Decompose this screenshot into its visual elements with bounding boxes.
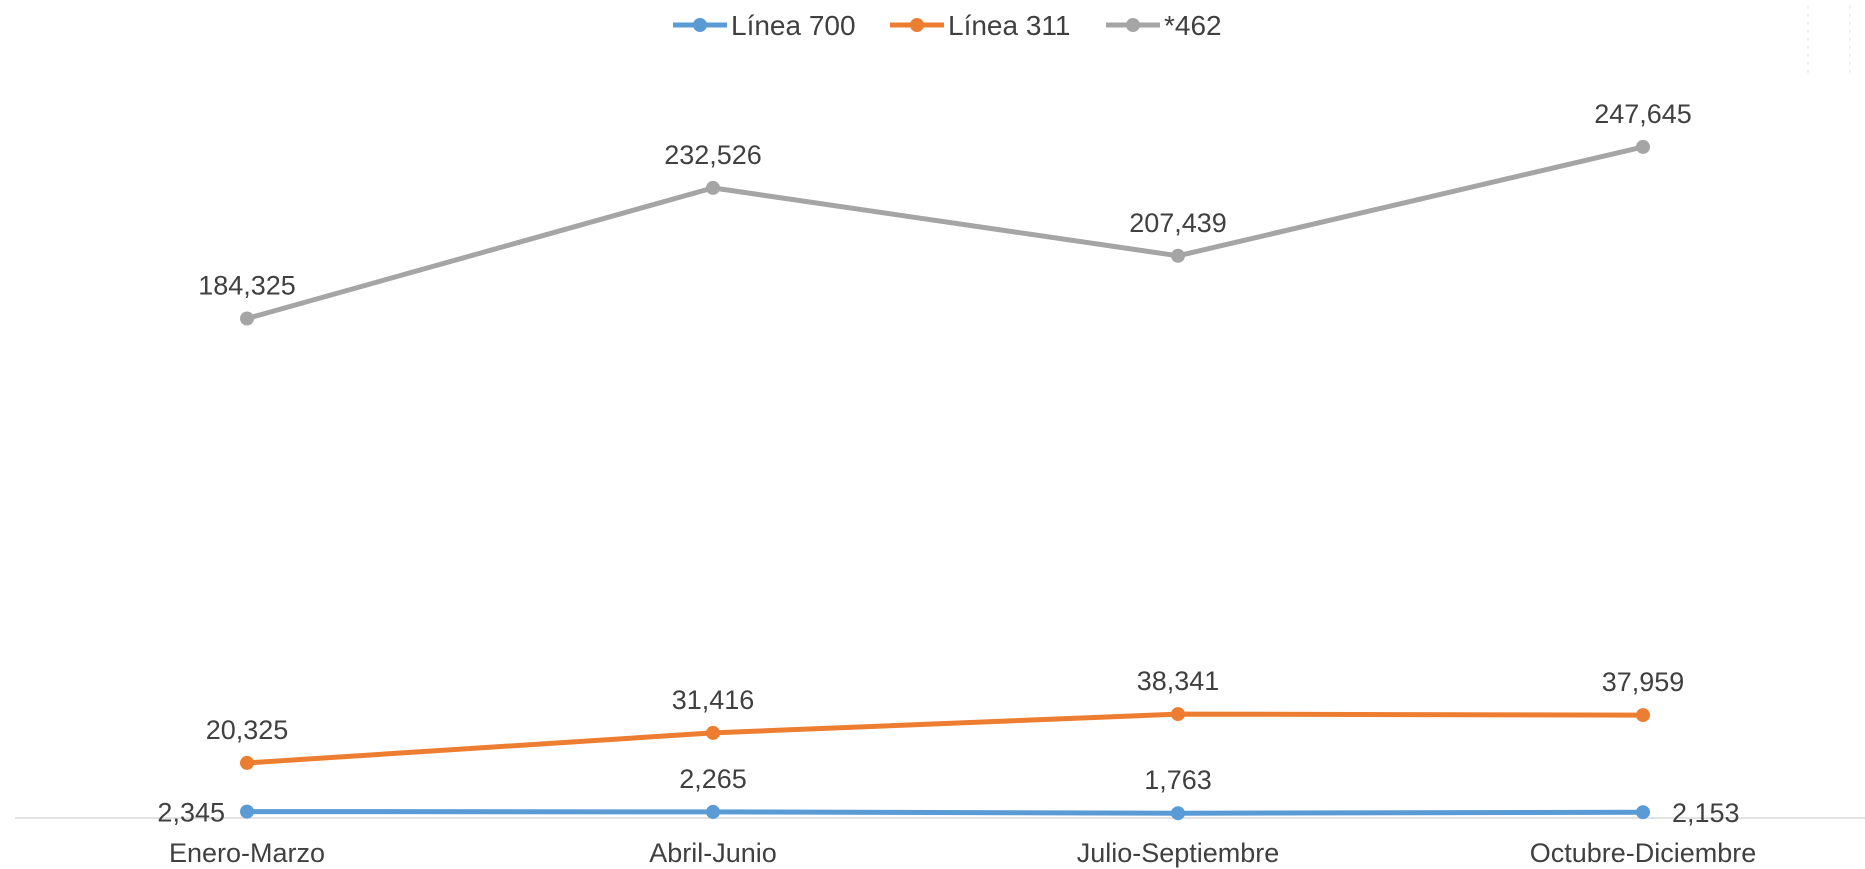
data-label: 2,153 xyxy=(1672,798,1740,828)
legend-label: *462 xyxy=(1164,10,1222,41)
data-label: 207,439 xyxy=(1129,208,1227,238)
series-2 xyxy=(240,139,1650,326)
data-label: 38,341 xyxy=(1137,666,1220,696)
data-label: 232,526 xyxy=(664,140,762,170)
data-labels: 2,345 2,265 1,763 2,153 20,325 31,416 38,341 37… xyxy=(157,99,1739,828)
data-point xyxy=(240,804,254,819)
data-point xyxy=(706,725,720,740)
data-label: 184,325 xyxy=(198,271,296,301)
category-label: Enero-Marzo xyxy=(169,838,325,868)
data-label: 20,325 xyxy=(206,715,289,745)
category-labels: Enero-Marzo Abril-Junio Julio-Septiembre Oc… xyxy=(169,838,1756,868)
data-point xyxy=(1636,708,1650,723)
legend-marker xyxy=(1126,18,1140,32)
legend-label: Línea 311 xyxy=(948,10,1071,41)
data-label: 37,959 xyxy=(1602,667,1685,697)
data-point xyxy=(1636,805,1650,820)
legend-marker xyxy=(910,18,924,32)
data-point xyxy=(1636,139,1650,154)
series-layer xyxy=(240,139,1650,821)
legend-marker xyxy=(693,18,707,32)
data-label: 1,763 xyxy=(1144,765,1212,795)
data-point xyxy=(240,755,254,770)
data-point xyxy=(706,804,720,819)
data-label: 247,645 xyxy=(1594,99,1692,129)
series-1 xyxy=(240,707,1650,770)
series-line xyxy=(246,711,1644,766)
data-point xyxy=(1171,707,1185,722)
data-point xyxy=(240,311,254,326)
data-label: 2,265 xyxy=(679,764,747,794)
series-0 xyxy=(240,804,1650,821)
category-label: Abril-Junio xyxy=(649,838,777,868)
legend: Línea 700 Línea 311 *462 xyxy=(673,10,1222,41)
data-point xyxy=(706,180,720,195)
data-label: 2,345 xyxy=(157,798,225,828)
series-line xyxy=(246,809,1644,816)
series-line xyxy=(246,144,1644,321)
data-point xyxy=(1171,806,1185,821)
legend-label: Línea 700 xyxy=(731,10,856,41)
data-point xyxy=(1171,248,1185,263)
category-label: Octubre-Diciembre xyxy=(1530,838,1757,868)
data-label: 31,416 xyxy=(672,685,755,715)
category-label: Julio-Septiembre xyxy=(1077,838,1280,868)
